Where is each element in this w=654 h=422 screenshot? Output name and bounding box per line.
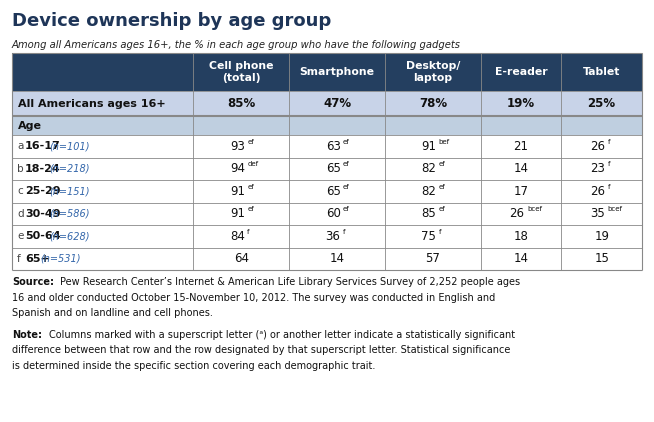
Text: Among all Americans ages 16+, the % in each age group who have the following gad: Among all Americans ages 16+, the % in e… [12, 40, 461, 50]
Text: ef: ef [343, 161, 350, 167]
Text: bcef: bcef [527, 206, 542, 212]
Text: ef: ef [343, 139, 350, 145]
Text: Source:: Source: [12, 277, 54, 287]
Text: def: def [247, 161, 258, 167]
Text: 57: 57 [425, 252, 440, 265]
Text: 78%: 78% [419, 97, 447, 110]
Text: 47%: 47% [323, 97, 351, 110]
Text: ef: ef [247, 184, 254, 190]
Text: 14: 14 [513, 162, 528, 175]
Text: Desktop/
laptop: Desktop/ laptop [405, 61, 460, 83]
Text: 60: 60 [326, 207, 341, 220]
Text: All Americans ages 16+: All Americans ages 16+ [18, 98, 165, 108]
Text: Pew Research Center’s Internet & American Life Library Services Survey of 2,252 : Pew Research Center’s Internet & America… [60, 277, 520, 287]
Bar [12, 91, 642, 116]
Text: 65: 65 [326, 185, 341, 198]
Text: difference between that row and the row designated by that superscript letter. S: difference between that row and the row … [12, 345, 510, 355]
Text: 85%: 85% [227, 97, 256, 110]
Bar [12, 247, 642, 270]
Text: 50-64: 50-64 [25, 231, 61, 241]
Text: f: f [439, 229, 441, 235]
Text: 93: 93 [230, 140, 245, 153]
Text: ef: ef [439, 184, 445, 190]
Text: 82: 82 [421, 185, 436, 198]
Text: 94: 94 [230, 162, 245, 175]
Text: 82: 82 [421, 162, 436, 175]
Text: d: d [17, 209, 24, 219]
Bar [12, 157, 642, 180]
Text: 17: 17 [513, 185, 528, 198]
Text: 91: 91 [230, 207, 245, 220]
Text: 84: 84 [230, 230, 245, 243]
Text: 91: 91 [421, 140, 436, 153]
Text: 63: 63 [326, 140, 341, 153]
Text: 19: 19 [594, 230, 609, 243]
Text: (n=218): (n=218) [50, 164, 90, 174]
Text: f: f [608, 139, 610, 145]
Bar [12, 116, 642, 135]
Text: ef: ef [439, 206, 445, 212]
Text: 26: 26 [590, 185, 605, 198]
Text: 16-17: 16-17 [25, 141, 61, 151]
Text: ef: ef [439, 161, 445, 167]
Text: ef: ef [343, 206, 350, 212]
Text: 65+: 65+ [25, 254, 50, 264]
Text: Tablet: Tablet [583, 67, 621, 77]
Text: 26: 26 [590, 140, 605, 153]
Text: a: a [17, 141, 24, 151]
Text: ef: ef [343, 184, 350, 190]
Text: 16 and older conducted October 15-November 10, 2012. The survey was conducted in: 16 and older conducted October 15-Novemb… [12, 292, 495, 303]
Text: (n=531): (n=531) [41, 254, 81, 264]
Text: 75: 75 [421, 230, 436, 243]
Text: 85: 85 [421, 207, 436, 220]
Text: Note:: Note: [12, 330, 42, 340]
Text: b: b [17, 164, 24, 174]
Text: Spanish and on landline and cell phones.: Spanish and on landline and cell phones. [12, 308, 213, 318]
Text: bcef: bcef [608, 206, 623, 212]
Text: 15: 15 [594, 252, 609, 265]
Text: E-reader: E-reader [494, 67, 547, 77]
Text: Device ownership by age group: Device ownership by age group [12, 12, 331, 30]
Text: 30-49: 30-49 [25, 209, 61, 219]
Text: Age: Age [18, 121, 42, 130]
Text: is determined inside the specific section covering each demographic trait.: is determined inside the specific sectio… [12, 360, 375, 371]
Bar [12, 135, 642, 157]
Text: 26: 26 [509, 207, 525, 220]
Text: (n=151): (n=151) [50, 186, 90, 196]
Text: c: c [17, 186, 23, 196]
Text: Columns marked with a superscript letter (ᵃ) or another letter indicate a statis: Columns marked with a superscript letter… [49, 330, 515, 340]
Text: 14: 14 [513, 252, 528, 265]
Text: 23: 23 [591, 162, 605, 175]
Text: ef: ef [247, 139, 254, 145]
Text: e: e [17, 231, 24, 241]
Text: 91: 91 [230, 185, 245, 198]
Text: f: f [343, 229, 345, 235]
Text: 21: 21 [513, 140, 528, 153]
Text: 65: 65 [326, 162, 341, 175]
Bar [12, 180, 642, 203]
Text: 19%: 19% [507, 97, 535, 110]
Text: (n=628): (n=628) [50, 231, 90, 241]
Text: (n=586): (n=586) [50, 209, 90, 219]
Text: 64: 64 [234, 252, 249, 265]
Text: 25-29: 25-29 [25, 186, 61, 196]
Text: 25%: 25% [587, 97, 616, 110]
Text: f: f [608, 161, 610, 167]
Text: 14: 14 [330, 252, 345, 265]
Text: Cell phone
(total): Cell phone (total) [209, 61, 273, 83]
Bar [12, 203, 642, 225]
Text: ef: ef [247, 206, 254, 212]
Text: 35: 35 [591, 207, 605, 220]
Text: 18-24: 18-24 [25, 164, 61, 174]
Text: f: f [17, 254, 21, 264]
Bar [12, 225, 642, 247]
Text: f: f [247, 229, 250, 235]
Text: (n=101): (n=101) [50, 141, 90, 151]
Text: 18: 18 [513, 230, 528, 243]
Text: f: f [608, 184, 610, 190]
Text: bef: bef [439, 139, 450, 145]
Text: Smartphone: Smartphone [300, 67, 375, 77]
Bar [12, 53, 642, 91]
Text: 36: 36 [326, 230, 341, 243]
